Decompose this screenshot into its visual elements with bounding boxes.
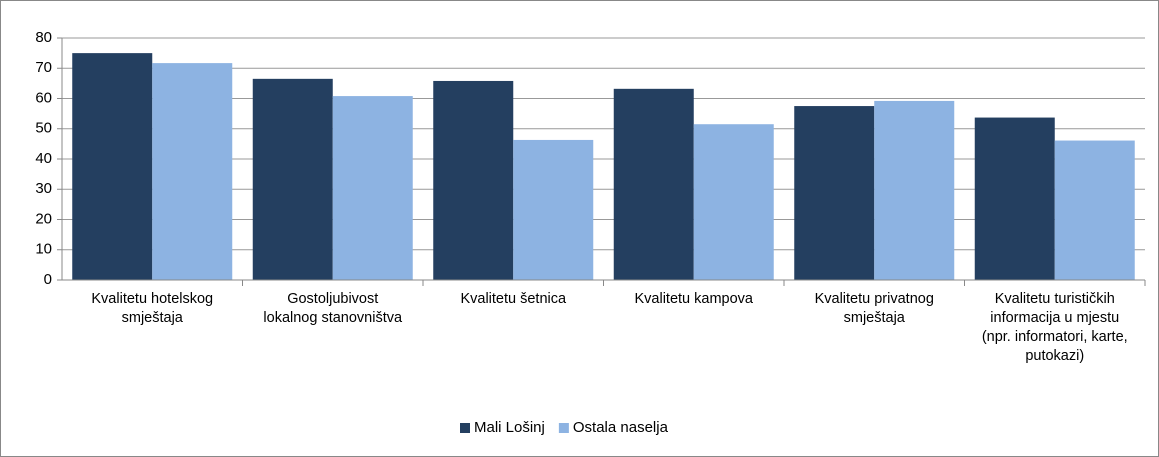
- y-tick-label: 30: [35, 180, 52, 197]
- y-tick-label: 0: [44, 271, 52, 288]
- y-tick-label: 70: [35, 59, 52, 76]
- bar: [794, 106, 875, 280]
- y-tick-label: 20: [35, 210, 52, 227]
- bar: [72, 53, 153, 280]
- y-tick-label: 10: [35, 241, 52, 258]
- bar: [252, 78, 333, 281]
- bar: [1054, 140, 1135, 280]
- bar: [332, 96, 413, 280]
- bar: [613, 88, 694, 280]
- bar: [513, 139, 594, 280]
- x-tick-label: Kvalitetu turističkih informacija u mjes…: [981, 291, 1128, 364]
- x-tick-label: Kvalitetu privatnog smještaja: [814, 291, 934, 326]
- x-tick-label: Kvalitetu šetnica: [460, 291, 567, 307]
- bar: [874, 100, 955, 280]
- legend-label: Mali Lošinj: [474, 419, 545, 436]
- y-tick-label: 40: [35, 150, 52, 167]
- legend-label: Ostala naselja: [573, 419, 669, 436]
- legend-swatch: [558, 423, 569, 433]
- x-tick-label: Gostoljubivost lokalnog stanovništva: [263, 291, 403, 326]
- y-tick-label: 80: [35, 29, 52, 46]
- bar: [974, 117, 1055, 281]
- y-tick-label: 50: [35, 120, 52, 137]
- bar: [433, 80, 514, 280]
- bar: [693, 124, 774, 281]
- bar: [152, 63, 233, 280]
- x-tick-label: Kvalitetu hotelskog smještaja: [91, 291, 214, 326]
- y-tick-label: 60: [35, 89, 52, 106]
- x-tick-label: Kvalitetu kampova: [634, 291, 753, 307]
- legend-swatch: [460, 423, 470, 433]
